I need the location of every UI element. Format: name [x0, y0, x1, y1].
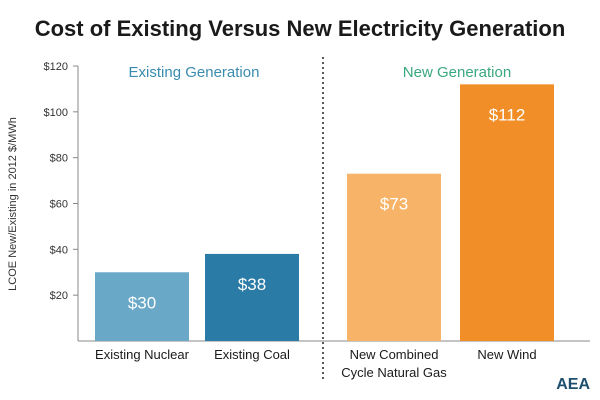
- y-tick-label: $20: [50, 290, 68, 302]
- y-axis-title: LCOE New/Existing in 2012 $/MWh: [7, 117, 19, 291]
- y-tick-label: $120: [44, 61, 68, 73]
- category-label: Existing Nuclear: [95, 347, 190, 362]
- y-tick-label: $40: [50, 244, 68, 256]
- bar-1: [205, 253, 299, 341]
- y-tick-label: $80: [50, 153, 68, 165]
- y-axis-ticks: $20 $40 $60 $80 $100 $120: [44, 61, 78, 302]
- aea-logo: AEA: [556, 376, 590, 393]
- value-labels-layer: $30 $38 $73 $112: [128, 105, 525, 312]
- category-labels-layer: Existing Nuclear Existing Coal New Combine…: [95, 347, 537, 380]
- bar-value-label: $30: [128, 293, 156, 312]
- category-label: Cycle Natural Gas: [341, 365, 447, 380]
- bar-0: [95, 272, 189, 341]
- bars-layer: [95, 84, 554, 341]
- category-label: Existing Coal: [214, 347, 290, 362]
- category-label: New Combined: [350, 347, 439, 362]
- y-tick-label: $100: [44, 107, 68, 119]
- bar-value-label: $112: [489, 105, 526, 124]
- bar-3: [460, 84, 554, 341]
- group-label-existing: Existing Generation: [129, 64, 260, 81]
- bar-2: [347, 173, 441, 341]
- category-label: New Wind: [477, 347, 536, 362]
- chart-title: Cost of Existing Versus New Electricity …: [35, 16, 566, 41]
- bar-value-label: $73: [380, 195, 408, 214]
- group-label-new: New Generation: [403, 64, 511, 81]
- y-tick-label: $60: [50, 199, 68, 211]
- bar-value-label: $38: [238, 275, 266, 294]
